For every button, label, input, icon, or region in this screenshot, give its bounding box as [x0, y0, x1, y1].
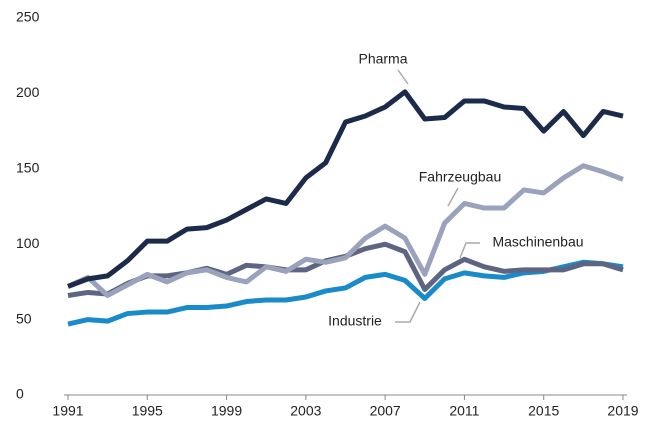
leader-line [459, 242, 480, 259]
y-tick-label: 150 [16, 160, 40, 176]
x-tick-label: 2003 [290, 403, 321, 419]
series-line [67, 259, 624, 327]
leader-line [395, 301, 421, 323]
x-tick-label: 2011 [449, 403, 479, 419]
y-tick-label: 200 [16, 84, 40, 100]
y-tick-label: 250 [16, 9, 40, 25]
series-label: Maschinenbau [492, 234, 583, 250]
x-tick-label: 2019 [607, 403, 638, 419]
series-label: Fahrzeugbau [419, 169, 502, 185]
y-tick-label: 0 [16, 386, 24, 402]
leader-line [397, 69, 409, 85]
x-tick-label: 1991 [52, 403, 83, 419]
x-tick-label: 1999 [211, 403, 242, 419]
x-tick-label: 1995 [132, 403, 163, 419]
x-tick-label: 2015 [528, 403, 559, 419]
series-line [66, 163, 624, 298]
y-tick-label: 50 [16, 310, 32, 326]
x-tick-label: 2007 [370, 403, 401, 419]
y-tick-label: 100 [16, 235, 40, 251]
series-label: Pharma [358, 51, 407, 67]
series-label: Industrie [328, 313, 382, 329]
series-line [67, 89, 624, 289]
leader-line [447, 187, 459, 207]
